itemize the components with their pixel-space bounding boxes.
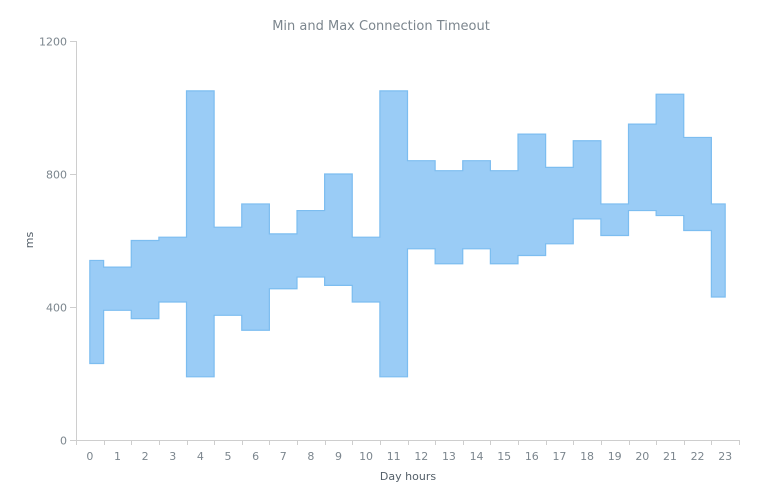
- x-tick-label: 18: [580, 450, 594, 463]
- x-tick-label: 23: [718, 450, 732, 463]
- x-tick-label: 1: [114, 450, 121, 463]
- x-tick-label: 6: [252, 450, 259, 463]
- x-tick-label: 8: [307, 450, 314, 463]
- chart-title: Min and Max Connection Timeout: [272, 19, 490, 34]
- x-tick-label: 0: [86, 450, 93, 463]
- x-tick-label: 21: [663, 450, 677, 463]
- x-tick-label: 5: [224, 450, 231, 463]
- x-tick-label: 22: [691, 450, 705, 463]
- x-tick-label: 9: [335, 450, 342, 463]
- y-axis: 0 400 800 1200: [39, 36, 77, 448]
- x-tick-label: 14: [470, 450, 484, 463]
- x-tick-label: 17: [552, 450, 566, 463]
- x-tick-label: 7: [280, 450, 287, 463]
- y-tick-label: 400: [46, 302, 67, 315]
- x-tick-label: 12: [414, 450, 428, 463]
- x-tick-label: 13: [442, 450, 456, 463]
- y-tick-label: 800: [46, 169, 67, 182]
- x-axis: 0 1 2 3 4 5 6 7 8 9 10 11 12 13 14 15 16 17 18 19 20 21 22 23: [70, 440, 740, 463]
- x-tick-label: 19: [608, 450, 622, 463]
- x-tick-label: 16: [525, 450, 539, 463]
- range-step-area[interactable]: [89, 90, 726, 378]
- x-tick-label: 11: [387, 450, 401, 463]
- x-tick-label: 10: [359, 450, 373, 463]
- y-tick-label: 1200: [39, 36, 67, 49]
- y-axis-title: ms: [23, 232, 36, 249]
- x-tick-label: 3: [169, 450, 176, 463]
- x-tick-label: 20: [635, 450, 649, 463]
- x-axis-title: Day hours: [380, 470, 436, 483]
- x-tick-label: 15: [497, 450, 511, 463]
- y-tick-label: 0: [60, 435, 67, 448]
- x-tick-label: 2: [142, 450, 149, 463]
- x-tick-label: 4: [197, 450, 204, 463]
